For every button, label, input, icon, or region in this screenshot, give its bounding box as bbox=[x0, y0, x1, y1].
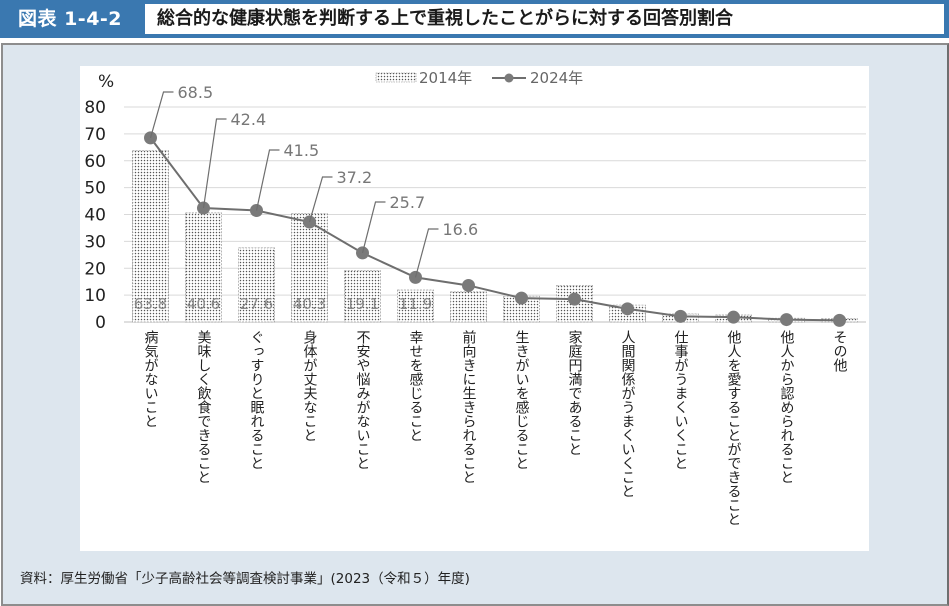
callout-leader bbox=[361, 201, 386, 254]
y-tick-label: 10 bbox=[84, 286, 106, 306]
y-tick-label: 60 bbox=[84, 152, 106, 172]
x-tick-label: 生きがいを感じること bbox=[514, 330, 530, 470]
legend-label-2014: 2014年 bbox=[419, 69, 472, 87]
x-tick-label: 他人を愛することができること bbox=[726, 330, 742, 526]
line-data-label: 41.5 bbox=[284, 141, 320, 160]
chart: % 2014年 2024年 0 10 20 30 40 50 60 70 80 63.8 40.6… bbox=[80, 66, 869, 551]
marker-2024 bbox=[621, 302, 634, 316]
bar-2014 bbox=[450, 291, 487, 323]
legend-marker-2024 bbox=[504, 73, 514, 83]
x-tick-label: 不安や悩みがないこと bbox=[355, 330, 371, 470]
x-tick-label: 美味しく飲食できること bbox=[196, 330, 212, 484]
figure-title: 総合的な健康状態を判断する上で重視したことがらに対する回答別割合 bbox=[157, 8, 733, 29]
y-tick-label: 40 bbox=[84, 206, 106, 226]
marker-2024 bbox=[674, 309, 687, 323]
bar-data-label: 40.3 bbox=[293, 295, 326, 313]
marker-2024 bbox=[462, 278, 475, 292]
callout-leader bbox=[255, 149, 280, 211]
y-axis-unit: % bbox=[98, 72, 114, 92]
legend-swatch-2014 bbox=[375, 72, 417, 83]
y-tick-label: 0 bbox=[95, 313, 106, 333]
x-tick-label: 身体が丈夫なこと bbox=[302, 330, 318, 442]
marker-2024 bbox=[780, 313, 793, 327]
callout-leader bbox=[149, 91, 174, 139]
x-tick-label: 仕事がうまくいくこと bbox=[673, 330, 689, 470]
callout-leader bbox=[308, 176, 333, 223]
bar-data-label: 19.1 bbox=[346, 295, 379, 313]
source-note: 資料：厚生労働省「少子高齢社会等調査検討事業」(2023（令和５）年度) bbox=[20, 571, 470, 587]
marker-2024 bbox=[515, 291, 528, 305]
bar-2014 bbox=[238, 247, 275, 323]
line-data-label: 16.6 bbox=[443, 220, 479, 239]
y-tick-label: 30 bbox=[84, 232, 106, 252]
line-data-label: 37.2 bbox=[337, 168, 373, 187]
bar-data-label: 40.6 bbox=[187, 295, 220, 313]
callout-leader bbox=[414, 228, 439, 278]
y-tick-label: 20 bbox=[84, 259, 106, 279]
marker-2024 bbox=[409, 270, 422, 284]
x-tick-label: 前向きに生きられること bbox=[461, 329, 477, 484]
line-data-label: 25.7 bbox=[390, 193, 426, 212]
bar-2014 bbox=[397, 289, 434, 323]
callout-leader bbox=[202, 118, 227, 209]
bar-data-label: 27.6 bbox=[240, 295, 273, 313]
y-tick-label: 70 bbox=[84, 125, 106, 145]
x-tick-label: 他人から認められること bbox=[779, 330, 795, 484]
y-tick-label: 50 bbox=[84, 179, 106, 199]
legend: 2014年 2024年 bbox=[375, 69, 583, 87]
line-data-label: 42.4 bbox=[231, 110, 267, 129]
bar-2014 bbox=[185, 212, 222, 323]
marker-2024 bbox=[727, 310, 740, 324]
bar-2014 bbox=[344, 270, 381, 323]
x-tick-label: 人間関係がうまくいくこと bbox=[620, 330, 636, 498]
bar-data-label: 11.9 bbox=[399, 295, 432, 313]
marker-2024 bbox=[833, 313, 846, 327]
x-tick-label: 幸せを感じること bbox=[408, 330, 424, 442]
line-data-label: 68.5 bbox=[178, 83, 214, 102]
title-box: 総合的な健康状態を判断する上で重視したことがらに対する回答別割合 bbox=[144, 3, 945, 35]
legend-label-2024: 2024年 bbox=[530, 69, 583, 87]
x-tick-label: その他 bbox=[832, 330, 848, 373]
x-tick-label: 病気がないこと bbox=[143, 330, 159, 428]
bar-2014 bbox=[291, 213, 328, 323]
bar-data-label: 63.8 bbox=[134, 295, 167, 313]
x-tick-label: ぐっすりと眠れること bbox=[249, 330, 265, 470]
y-tick-label: 80 bbox=[84, 98, 106, 118]
figure-number: 図表 1-4-2 bbox=[17, 8, 123, 30]
figure-header: 図表 1-4-2 総合的な健康状態を判断する上で重視したことがらに対する回答別割… bbox=[0, 0, 949, 38]
marker-2024 bbox=[568, 292, 581, 306]
bar-2014 bbox=[132, 150, 169, 323]
x-tick-label: 家庭円満であること bbox=[567, 329, 583, 456]
line-2024 bbox=[149, 137, 840, 322]
